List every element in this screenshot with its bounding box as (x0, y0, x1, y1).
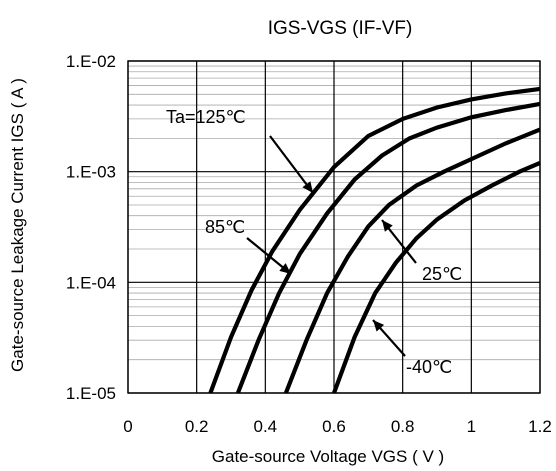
curve-label-1: 85℃ (205, 217, 245, 237)
x-tick-label: 0.4 (254, 417, 278, 436)
series-group (208, 86, 541, 394)
arrowhead-0 (302, 181, 313, 193)
arrowhead-1 (279, 263, 291, 274)
series-line-2 (283, 127, 541, 394)
y-tick-label: 1.E-04 (66, 273, 116, 292)
curve-label-0: Ta=125℃ (166, 107, 246, 127)
curve-label-3: -40℃ (406, 357, 452, 377)
series-line-0 (208, 86, 541, 394)
y-tick-labels: 1.E-05 1.E-04 1.E-03 1.E-02 (66, 52, 116, 403)
arrowhead-3 (373, 320, 385, 332)
x-tick-label: 0.8 (391, 417, 415, 436)
curve-label-2: 25℃ (422, 264, 462, 284)
y-axis-label: Gate-source Leakage Current IGS ( A ) (8, 78, 27, 372)
series-line-3 (332, 160, 541, 394)
x-tick-labels: 0 0.2 0.4 0.6 0.8 1 1.2 (123, 417, 552, 436)
x-tick-label: 0 (123, 417, 132, 436)
x-tick-label: 1 (467, 417, 476, 436)
x-axis-label: Gate-source Voltage VGS ( V ) (212, 447, 444, 466)
chart-title: IGS-VGS (IF-VF) (268, 18, 413, 39)
annotations: Ta=125℃ 85℃ 25℃ -40℃ (166, 107, 462, 377)
series-line-1 (235, 101, 541, 394)
x-tick-label: 1.2 (528, 417, 552, 436)
y-tick-label: 1.E-02 (66, 52, 116, 71)
y-tick-label: 1.E-05 (66, 384, 116, 403)
x-tick-label: 0.6 (322, 417, 346, 436)
arrowhead-2 (382, 220, 393, 232)
y-tick-label: 1.E-03 (66, 163, 116, 182)
arrow-line-0 (269, 135, 314, 194)
x-tick-label: 0.2 (185, 417, 209, 436)
